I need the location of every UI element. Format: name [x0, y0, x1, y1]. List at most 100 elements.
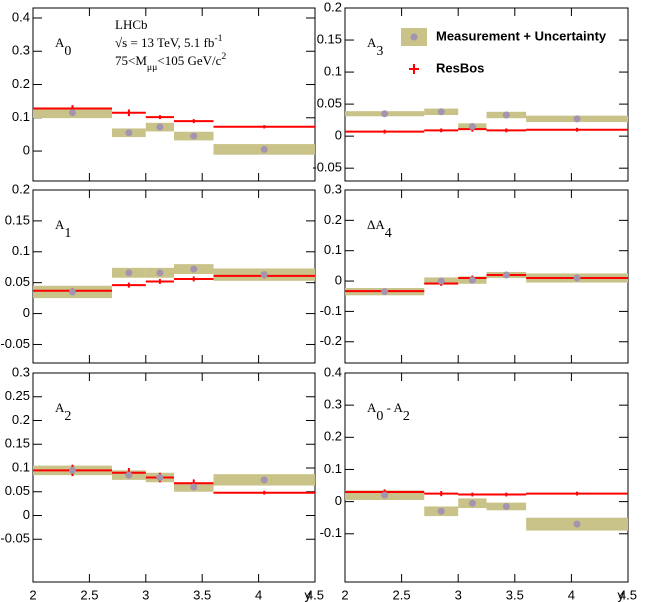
- x-axis-label: y: [305, 587, 312, 602]
- y-tick-label: 0.25: [5, 388, 30, 403]
- x-tick-label: 4.5: [306, 587, 324, 602]
- y-tick-label: 0: [23, 305, 30, 320]
- measurement-point: [68, 466, 76, 474]
- y-tick-label: 0.2: [324, 0, 342, 14]
- panel-title-part: A: [55, 217, 65, 232]
- y-tick-label: -0.1: [320, 525, 342, 540]
- y-tick-label: 0.2: [12, 412, 30, 427]
- x-tick-label: 2: [341, 587, 348, 602]
- y-tick-label: 0.4: [12, 9, 30, 24]
- legend-label: Measurement + Uncertainty: [436, 28, 607, 43]
- annotation-part: 2: [221, 51, 226, 62]
- panel-title: A1: [55, 217, 71, 241]
- y-tick-label: 0.1: [12, 243, 30, 258]
- measurement-point: [125, 471, 133, 479]
- measurement-point: [468, 499, 476, 507]
- annotation: 75<Mμμ<105 GeV/c2: [115, 51, 226, 73]
- legend-label: ResBos: [436, 60, 484, 75]
- measurement-point: [156, 474, 164, 481]
- y-tick-label: 0.1: [324, 461, 342, 476]
- annotation-part: -1: [214, 33, 222, 44]
- y-tick-label: -0.05: [0, 336, 30, 351]
- y-tick-label: 0.2: [324, 212, 342, 227]
- y-tick-label: -0.2: [320, 333, 342, 348]
- measurement-point: [68, 109, 76, 117]
- measurement-point: [573, 274, 581, 282]
- y-tick-label: -0.1: [320, 303, 342, 318]
- y-tick-label: 0.1: [324, 242, 342, 257]
- x-tick-label: 3: [455, 587, 462, 602]
- measurement-point: [381, 491, 389, 499]
- y-tick-label: 0: [23, 507, 30, 522]
- panel-title-part: A: [367, 400, 377, 415]
- x-tick-label: 3.5: [506, 587, 524, 602]
- y-tick-label: 0: [23, 142, 30, 157]
- panel-title-part: A: [55, 400, 65, 415]
- y-tick-label: 0.05: [5, 483, 30, 498]
- x-tick-label: 4: [568, 587, 575, 602]
- legend-marker: [410, 33, 418, 41]
- y-tick-label: 0.15: [317, 31, 342, 46]
- measurement-point: [156, 269, 164, 277]
- measurement-point: [190, 265, 198, 273]
- y-tick-label: -0.05: [0, 531, 30, 546]
- measurement-point: [502, 502, 510, 510]
- panel-title-part: - A: [383, 400, 403, 415]
- measurement-point: [437, 277, 445, 285]
- measurement-point: [573, 115, 581, 123]
- measurement-point: [573, 520, 581, 528]
- panel-title: A2: [55, 400, 71, 424]
- y-tick-label: 0.1: [12, 109, 30, 124]
- y-tick-label: 0.2: [12, 76, 30, 91]
- x-tick-label: 4.5: [619, 587, 637, 602]
- measurement-point: [68, 288, 76, 296]
- y-tick-label: 0.3: [12, 364, 30, 379]
- y-tick-label: 0.15: [5, 212, 30, 227]
- x-tick-label: 3.5: [193, 587, 211, 602]
- y-tick-label: 0.15: [5, 436, 30, 451]
- y-tick-label: 0: [335, 493, 342, 508]
- annotation-part: LHCb: [115, 17, 148, 32]
- measurement-point: [381, 110, 389, 118]
- x-tick-label: 2.5: [393, 587, 411, 602]
- y-tick-label: 0.1: [12, 459, 30, 474]
- panel-title-part: A: [55, 35, 65, 50]
- measurement-point: [468, 123, 476, 131]
- panel-title: A0: [55, 35, 71, 59]
- y-tick-label: 0: [335, 272, 342, 287]
- measurement-point: [468, 276, 476, 284]
- y-tick-label: 0.2: [324, 429, 342, 444]
- measurement-point: [260, 145, 268, 153]
- x-tick-label: 2.5: [80, 587, 98, 602]
- panel-title: A3: [367, 35, 383, 59]
- panel-title-part: 2: [403, 409, 410, 424]
- annotation-part: μμ: [147, 62, 158, 73]
- y-tick-label: 0.05: [317, 96, 342, 111]
- x-axis-label: y: [618, 587, 625, 602]
- x-tick-label: 3: [142, 587, 149, 602]
- frame: [32, 7, 316, 182]
- y-tick-label: 0.1: [324, 64, 342, 79]
- panel-title-part: 2: [64, 409, 71, 424]
- measurement-point: [502, 271, 510, 279]
- y-tick-label: 0.3: [324, 397, 342, 412]
- y-tick-label: 0.4: [324, 364, 342, 379]
- measurement-point: [190, 483, 198, 491]
- panel-title-part: 1: [64, 226, 71, 241]
- panel-title-part: 0: [64, 44, 71, 59]
- panel-title: A0 - A2: [367, 400, 410, 424]
- y-tick-label: 0.3: [324, 181, 342, 196]
- measurement-point: [125, 269, 133, 277]
- measurement-point: [156, 123, 164, 131]
- annotation-part: 75<M: [115, 53, 147, 68]
- y-tick-label: 0: [335, 128, 342, 143]
- y-tick-label: 0.3: [12, 43, 30, 58]
- panel-title-part: A: [367, 35, 377, 50]
- measurement-point: [437, 108, 445, 116]
- frame: [344, 7, 629, 182]
- measurement-point: [190, 132, 198, 140]
- y-tick-label: 0.2: [12, 181, 30, 196]
- annotation-part: <105 GeV/c: [157, 53, 221, 68]
- x-tick-label: 4: [255, 587, 262, 602]
- y-tick-label: 0.05: [5, 274, 30, 289]
